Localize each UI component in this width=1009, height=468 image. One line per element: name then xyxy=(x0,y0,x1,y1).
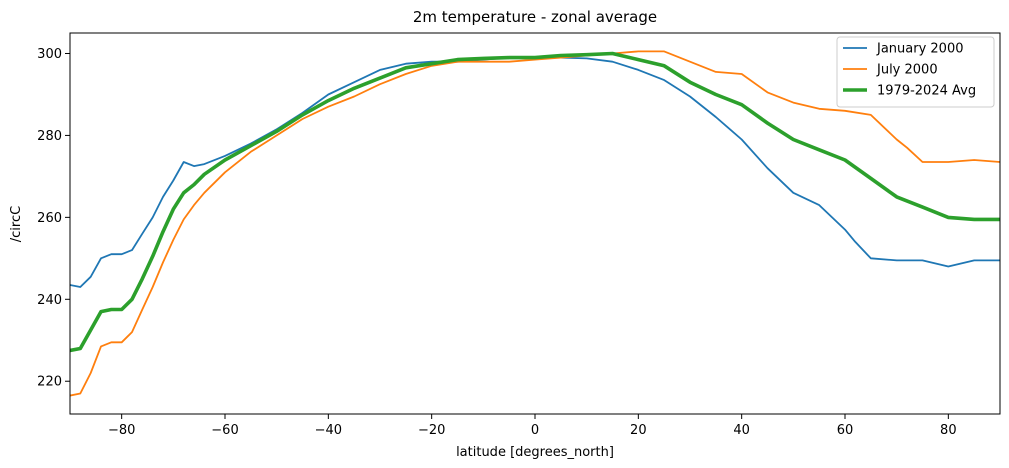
x-axis-label: latitude [degrees_north] xyxy=(456,445,614,460)
x-tick-label: 80 xyxy=(940,423,957,438)
x-tick-label: −40 xyxy=(315,423,342,438)
x-tick-label: −60 xyxy=(211,423,238,438)
legend-label-3: 1979-2024 Avg xyxy=(877,84,976,99)
series-line-2 xyxy=(70,50,1000,397)
x-tick-label: 40 xyxy=(733,423,750,438)
x-tick-label: −20 xyxy=(418,423,445,438)
legend: January 2000 July 2000 1979-2024 Avg xyxy=(836,36,995,108)
plot-lines xyxy=(70,50,1000,397)
y-tick-label: 240 xyxy=(37,293,62,308)
series-line-3 xyxy=(70,51,1000,353)
x-axis-ticks: −80 −60 −40 −20 0 20 40 60 80 xyxy=(108,414,957,438)
legend-box xyxy=(836,36,995,108)
x-tick-label: 60 xyxy=(837,423,854,438)
legend-label-1: January 2000 xyxy=(876,42,964,57)
x-tick-label: −80 xyxy=(108,423,135,438)
y-tick-label: 220 xyxy=(37,375,62,390)
y-axis-ticks: 220 240 260 280 300 xyxy=(37,47,70,390)
x-tick-label: 0 xyxy=(531,423,539,438)
legend-label-2: July 2000 xyxy=(876,63,938,78)
chart-title: 2m temperature - zonal average xyxy=(413,8,657,26)
y-tick-label: 260 xyxy=(37,211,62,226)
y-tick-label: 280 xyxy=(37,129,62,144)
x-tick-label: 20 xyxy=(630,423,647,438)
y-axis-label: /circC xyxy=(9,206,24,242)
y-tick-label: 300 xyxy=(37,47,62,62)
